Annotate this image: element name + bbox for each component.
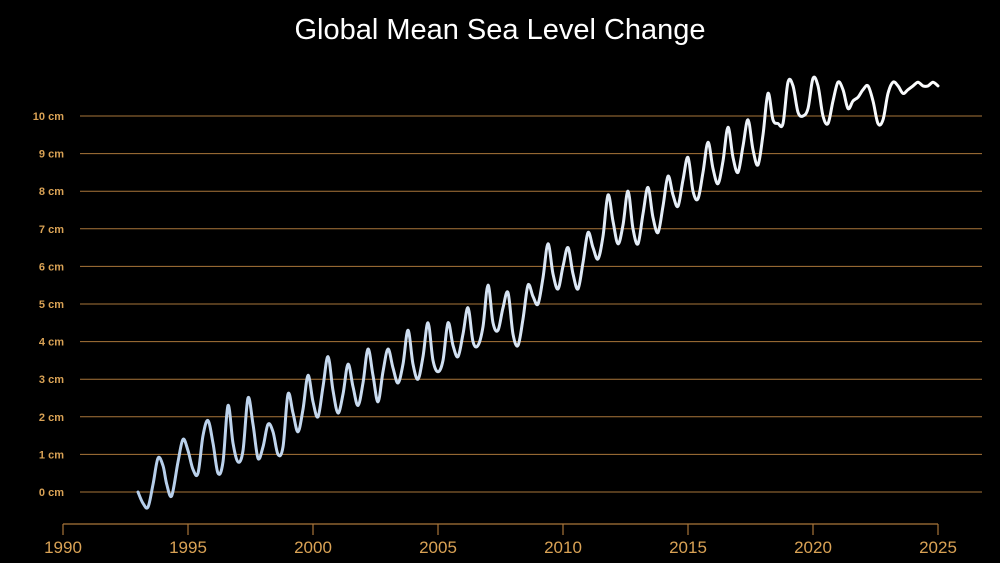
x-tick-label: 2000 <box>294 538 332 557</box>
y-tick-label: 5 cm <box>39 299 64 311</box>
x-tick-label: 2005 <box>419 538 457 557</box>
x-tick-label: 2015 <box>669 538 707 557</box>
gridlines <box>80 115 982 493</box>
series-line <box>136 75 940 510</box>
x-tick-label: 2020 <box>794 538 832 557</box>
y-tick-label: 3 cm <box>39 374 64 386</box>
y-tick-label: 4 cm <box>39 337 64 349</box>
y-tick-label: 0 cm <box>39 487 64 499</box>
y-axis-tick-labels: 0 cm 1 cm 2 cm 3 cm 4 cm 5 cm 6 cm 7 cm 8 cm 9 cm… <box>33 111 64 499</box>
y-tick-label: 9 cm <box>39 149 64 161</box>
y-tick-label: 2 cm <box>39 412 64 424</box>
x-tick-label: 2010 <box>544 538 582 557</box>
series-layer <box>136 75 940 510</box>
y-tick-label: 8 cm <box>39 186 64 198</box>
y-tick-label: 10 cm <box>33 111 64 123</box>
y-tick-label: 1 cm <box>39 449 64 461</box>
x-axis: 1990 1995 2000 2005 2010 2015 2020 2025 <box>44 523 957 557</box>
y-tick-label: 6 cm <box>39 261 64 273</box>
x-tick-label: 2025 <box>919 538 957 557</box>
x-tick-label: 1990 <box>44 538 82 557</box>
x-tick-label: 1995 <box>169 538 207 557</box>
chart-title: Global Mean Sea Level Change <box>294 14 706 46</box>
y-tick-label: 7 cm <box>39 224 64 236</box>
